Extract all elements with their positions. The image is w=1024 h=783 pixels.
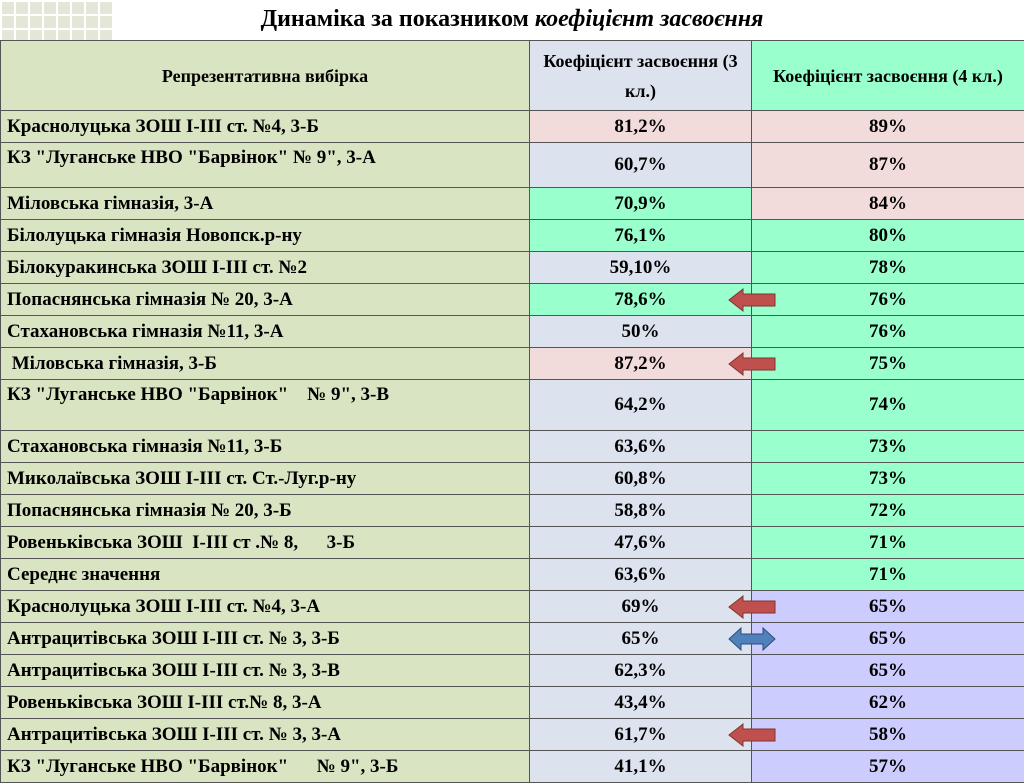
table-row: Білокуракинська ЗОШ І-ІІІ ст. №2 59,10% 78…	[0, 252, 1024, 284]
cell-sample-name: Краснолуцька ЗОШ І-ІІІ ст. №4, 3-Б	[0, 111, 530, 142]
cell-grade3-value: 81,2%	[530, 111, 752, 142]
table-header: Репрезентативна вибірка Коефіцієнт засво…	[0, 41, 1024, 111]
cell-grade3-value: 76,1%	[530, 220, 752, 251]
cell-sample-name: Ровеньківська ЗОШ І-ІІІ ст.№ 8, 3-А	[0, 687, 530, 718]
table-row: Антрацитівська ЗОШ І-ІІІ ст. № 3, 3-Б 65%…	[0, 623, 1024, 655]
cell-sample-name: КЗ "Луганське НВО "Барвінок" № 9", 3-А	[0, 143, 530, 187]
cell-grade3-value: 58,8%	[530, 495, 752, 526]
cell-sample-name: Стахановська гімназія №11, 3-А	[0, 316, 530, 347]
data-table: Репрезентативна вибірка Коефіцієнт засво…	[0, 40, 1024, 783]
cell-grade3-value: 61,7%	[530, 719, 752, 750]
table-row: Стахановська гімназія №11, 3-Б 63,6% 73%	[0, 431, 1024, 463]
cell-grade4-value: 58%	[752, 719, 1024, 750]
cell-grade4-value: 71%	[752, 559, 1024, 590]
cell-grade4-value: 76%	[752, 284, 1024, 315]
left-arrow-icon	[728, 594, 776, 620]
cell-grade3-value: 60,7%	[530, 143, 752, 187]
left-arrow-icon	[728, 722, 776, 748]
cell-sample-name: Краснолуцька ЗОШ І-ІІІ ст. №4, 3-А	[0, 591, 530, 622]
table-row: Білолуцька гімназія Новопск.р-ну 76,1% 80%	[0, 220, 1024, 252]
cell-grade4-value: 75%	[752, 348, 1024, 379]
corner-decoration	[0, 0, 112, 40]
cell-sample-name: Білолуцька гімназія Новопск.р-ну	[0, 220, 530, 251]
cell-grade3-value: 64,2%	[530, 380, 752, 430]
table-row: КЗ "Луганське НВО "Барвінок" № 9", 3-А 60…	[0, 143, 1024, 188]
cell-sample-name: Стахановська гімназія №11, 3-Б	[0, 431, 530, 462]
cell-grade4-value: 62%	[752, 687, 1024, 718]
cell-grade4-value: 57%	[752, 751, 1024, 782]
cell-grade4-value: 74%	[752, 380, 1024, 430]
cell-grade3-value: 69%	[530, 591, 752, 622]
header-sample: Репрезентативна вибірка	[0, 41, 530, 110]
page-title: Динаміка за показником коефіцієнт засвоє…	[0, 6, 1024, 33]
cell-grade4-value: 87%	[752, 143, 1024, 187]
cell-sample-name: Міловська гімназія, 3-Б	[0, 348, 530, 379]
table-row: Попаснянська гімназія № 20, 3-А 78,6% 76%	[0, 284, 1024, 316]
cell-grade3-value: 41,1%	[530, 751, 752, 782]
cell-grade4-value: 73%	[752, 431, 1024, 462]
cell-grade3-value: 43,4%	[530, 687, 752, 718]
table-row: Ровеньківська ЗОШ І-ІІІ ст .№ 8, 3-Б 47,6…	[0, 527, 1024, 559]
title-italic: коефіцієнт засвоєння	[534, 6, 764, 32]
cell-grade3-value: 59,10%	[530, 252, 752, 283]
cell-grade4-value: 76%	[752, 316, 1024, 347]
cell-sample-name: КЗ "Луганське НВО "Барвінок" № 9", 3-В	[0, 380, 530, 430]
cell-grade4-value: 65%	[752, 655, 1024, 686]
cell-grade3-value: 70,9%	[530, 188, 752, 219]
cell-sample-name: Антрацитівська ЗОШ І-ІІІ ст. № 3, 3-Б	[0, 623, 530, 654]
cell-grade4-value: 84%	[752, 188, 1024, 219]
table-row: Миколаївська ЗОШ І-ІІІ ст. Ст.-Луг.р-ну 6…	[0, 463, 1024, 495]
cell-grade4-value: 78%	[752, 252, 1024, 283]
cell-sample-name: Попаснянська гімназія № 20, 3-А	[0, 284, 530, 315]
cell-grade3-value: 87,2%	[530, 348, 752, 379]
title-prefix: Динаміка за показником	[260, 6, 535, 32]
table-row: Стахановська гімназія №11, 3-А 50% 76%	[0, 316, 1024, 348]
cell-grade4-value: 72%	[752, 495, 1024, 526]
cell-grade3-value: 63,6%	[530, 559, 752, 590]
left-arrow-icon	[728, 287, 776, 313]
cell-sample-name: Антрацитівська ЗОШ І-ІІІ ст. № 3, 3-В	[0, 655, 530, 686]
table-row: Середнє значення 63,6% 71%	[0, 559, 1024, 591]
table-row: Попаснянська гімназія № 20, 3-Б 58,8% 72%	[0, 495, 1024, 527]
cell-sample-name: КЗ "Луганське НВО "Барвінок" № 9", 3-Б	[0, 751, 530, 782]
cell-sample-name: Антрацитівська ЗОШ І-ІІІ ст. № 3, 3-А	[0, 719, 530, 750]
table-row: Краснолуцька ЗОШ І-ІІІ ст. №4, 3-А 69% 65%	[0, 591, 1024, 623]
cell-grade4-value: 80%	[752, 220, 1024, 251]
table-row: Міловська гімназія, 3-Б 87,2% 75%	[0, 348, 1024, 380]
cell-grade4-value: 65%	[752, 623, 1024, 654]
cell-sample-name: Миколаївська ЗОШ І-ІІІ ст. Ст.-Луг.р-ну	[0, 463, 530, 494]
cell-sample-name: Білокуракинська ЗОШ І-ІІІ ст. №2	[0, 252, 530, 283]
cell-grade3-value: 63,6%	[530, 431, 752, 462]
cell-sample-name: Попаснянська гімназія № 20, 3-Б	[0, 495, 530, 526]
header-grade3: Коефіцієнт засвоєння (3 кл.)	[530, 41, 752, 110]
left-arrow-icon	[728, 351, 776, 377]
table-row: Антрацитівська ЗОШ І-ІІІ ст. № 3, 3-А 61,…	[0, 719, 1024, 751]
cell-grade3-value: 47,6%	[530, 527, 752, 558]
table-row: Краснолуцька ЗОШ І-ІІІ ст. №4, 3-Б 81,2% 8…	[0, 111, 1024, 143]
cell-grade3-value: 78,6%	[530, 284, 752, 315]
cell-grade3-value: 50%	[530, 316, 752, 347]
table-row: Антрацитівська ЗОШ І-ІІІ ст. № 3, 3-В 62,…	[0, 655, 1024, 687]
table-row: КЗ "Луганське НВО "Барвінок" № 9", 3-В 64…	[0, 380, 1024, 431]
cell-grade4-value: 89%	[752, 111, 1024, 142]
cell-grade4-value: 71%	[752, 527, 1024, 558]
cell-sample-name: Ровеньківська ЗОШ І-ІІІ ст .№ 8, 3-Б	[0, 527, 530, 558]
cell-grade3-value: 65%	[530, 623, 752, 654]
cell-sample-name: Міловська гімназія, 3-А	[0, 188, 530, 219]
table-row: КЗ "Луганське НВО "Барвінок" № 9", 3-Б 41…	[0, 751, 1024, 783]
cell-grade3-value: 62,3%	[530, 655, 752, 686]
cell-sample-name: Середнє значення	[0, 559, 530, 590]
header-grade4: Коефіцієнт засвоєння (4 кл.)	[752, 41, 1024, 110]
double-arrow-icon	[728, 626, 776, 652]
cell-grade3-value: 60,8%	[530, 463, 752, 494]
table-row: Міловська гімназія, 3-А 70,9% 84%	[0, 188, 1024, 220]
table-row: Ровеньківська ЗОШ І-ІІІ ст.№ 8, 3-А 43,4%…	[0, 687, 1024, 719]
cell-grade4-value: 73%	[752, 463, 1024, 494]
cell-grade4-value: 65%	[752, 591, 1024, 622]
